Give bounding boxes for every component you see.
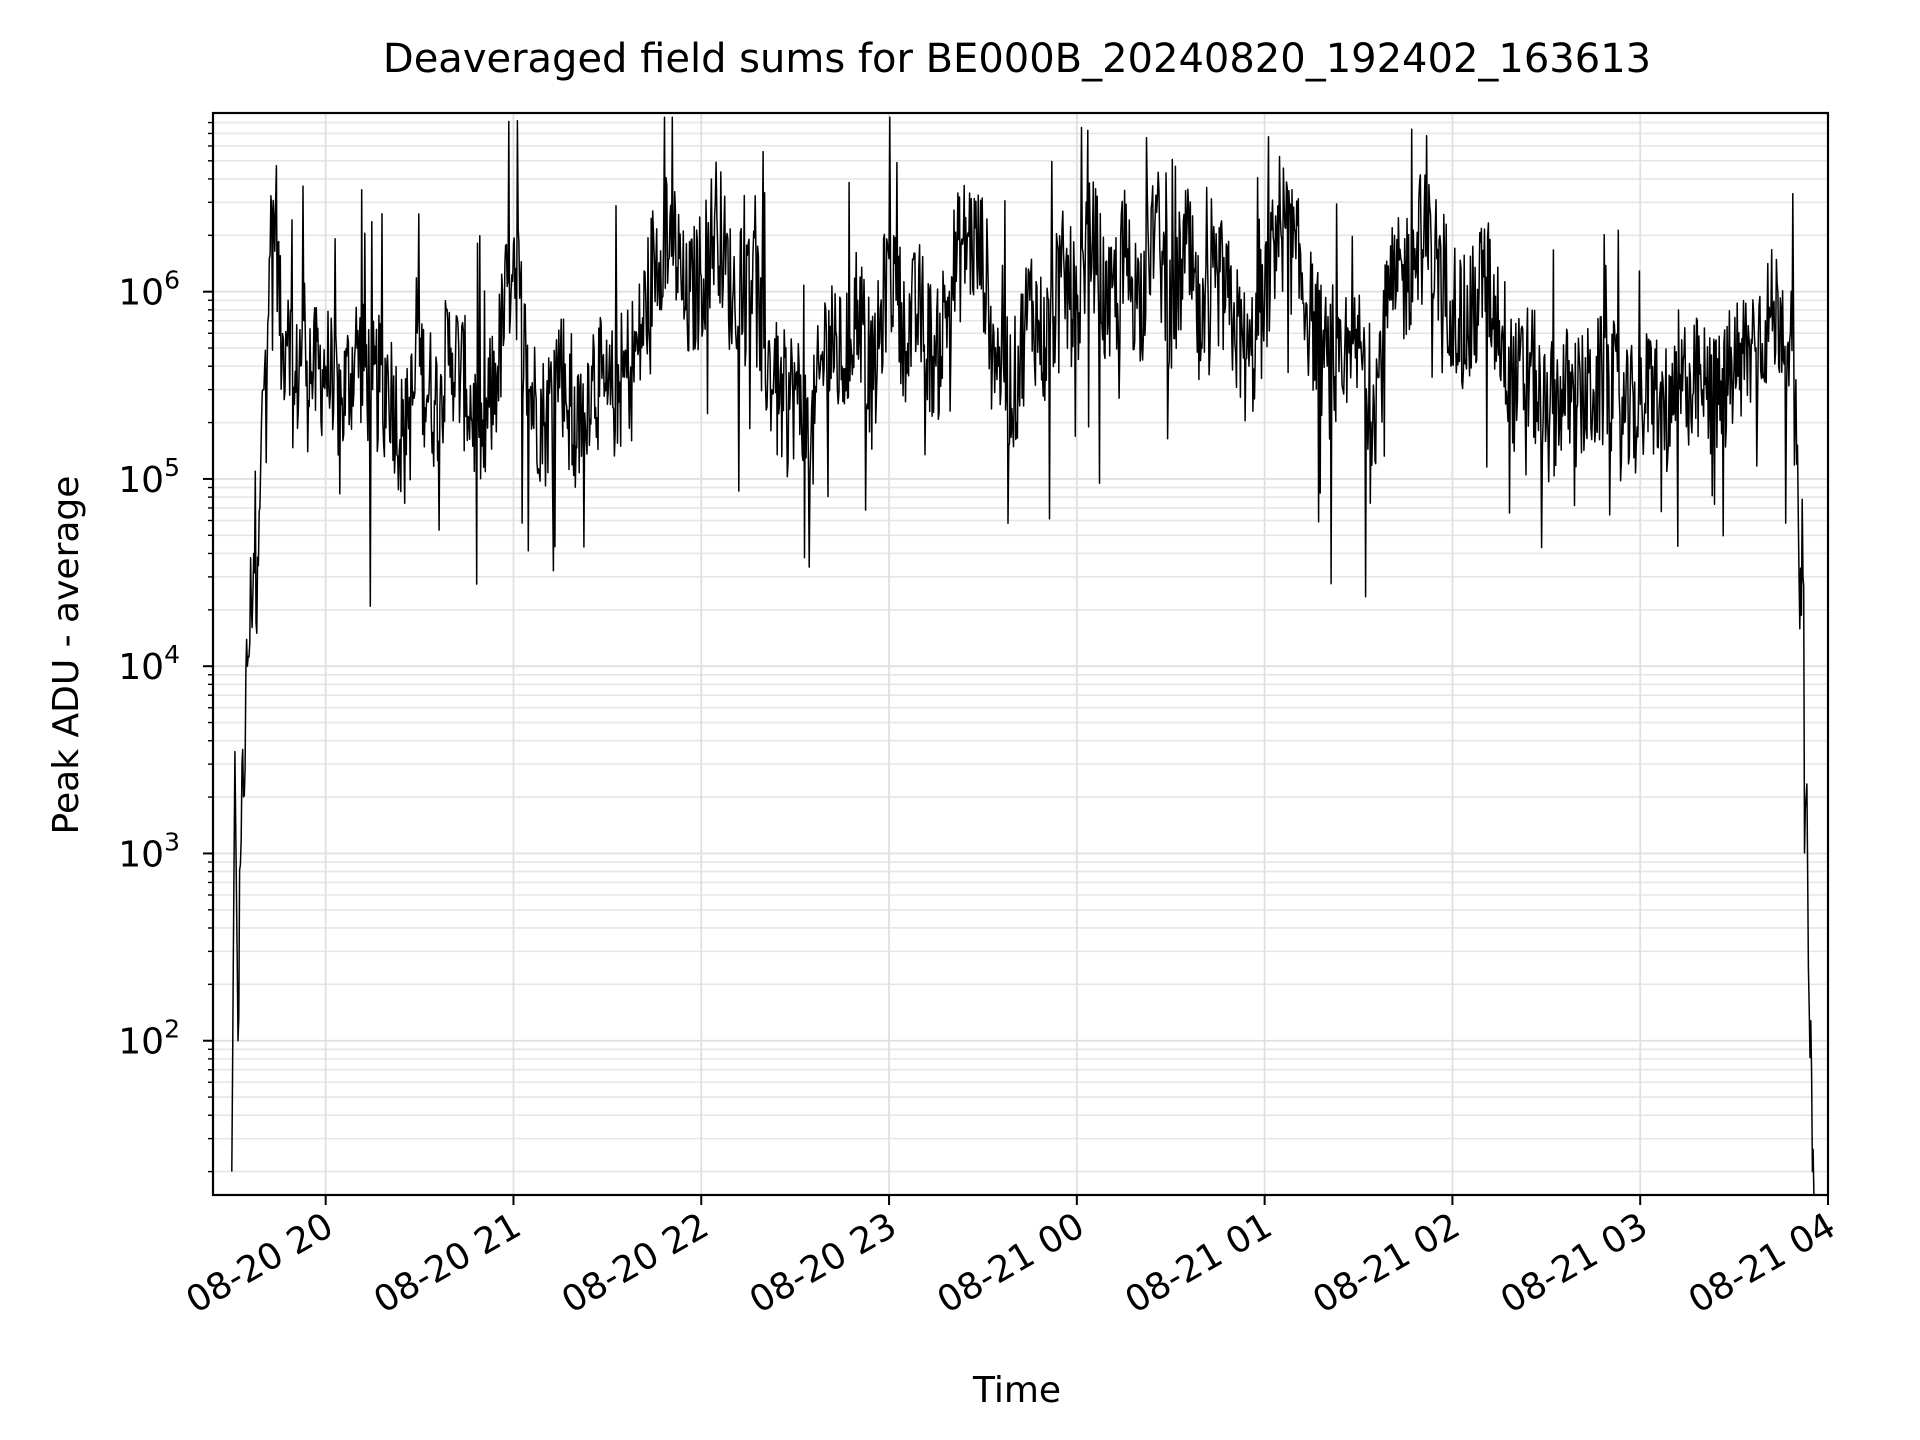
y-tick-label: 104: [118, 640, 180, 688]
chart-title: Deaveraged field sums for BE000B_2024082…: [383, 36, 1651, 82]
x-axis-label: Time: [972, 1370, 1061, 1411]
y-tick-label: 102: [118, 1015, 180, 1063]
plot-frame: [211, 111, 1830, 1197]
y-axis-label: Peak ADU - average: [46, 476, 87, 835]
y-axis-ticks: 102 103 104 105 106: [118, 121, 213, 1173]
data-series-line: [231, 116, 1816, 1196]
y-tick-label: 106: [118, 266, 180, 314]
y-tick-label: 103: [118, 827, 180, 875]
y-tick-label: 105: [118, 453, 180, 501]
grid-minor: [213, 121, 1828, 1173]
